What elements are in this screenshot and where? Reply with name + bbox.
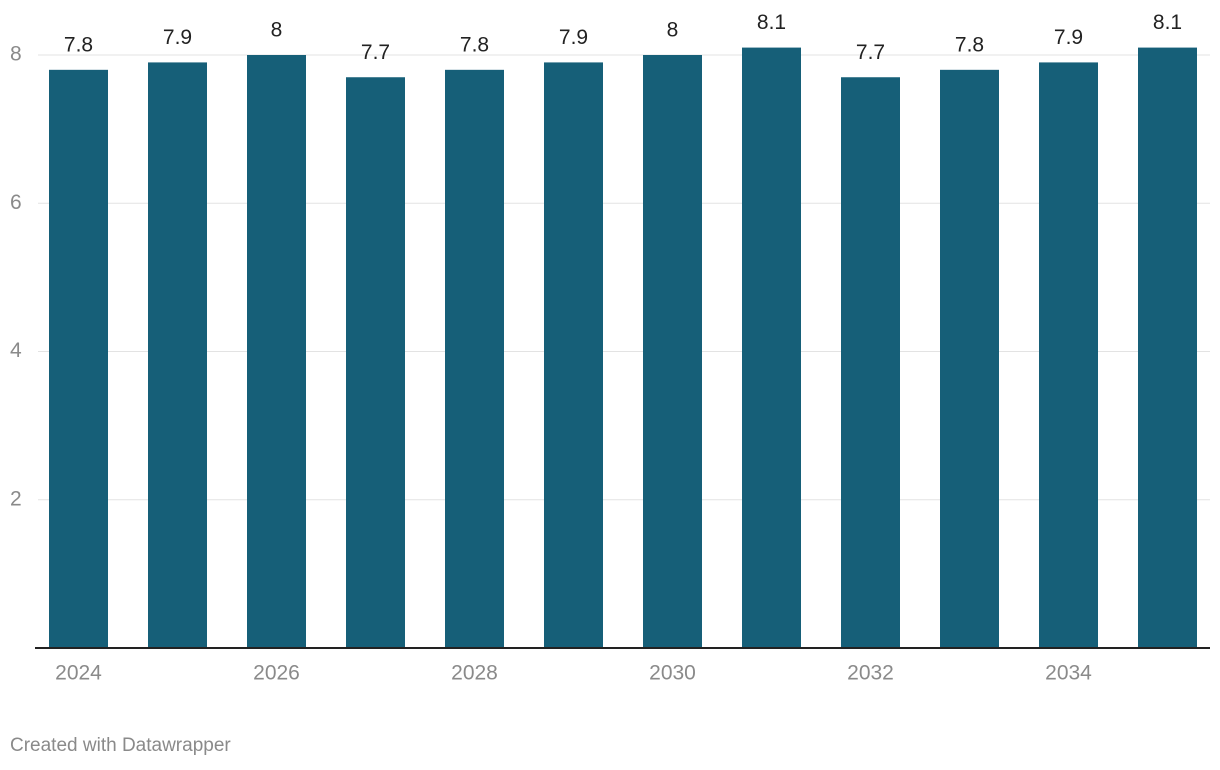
y-tick-label: 4 bbox=[10, 339, 22, 362]
value-label: 7.7 bbox=[856, 41, 885, 64]
value-label: 8 bbox=[667, 19, 679, 42]
x-tick-label: 2024 bbox=[55, 662, 102, 685]
x-tick-label: 2034 bbox=[1045, 662, 1092, 685]
value-label: 8 bbox=[271, 19, 283, 42]
bar bbox=[49, 69, 108, 648]
value-label: 8.1 bbox=[1153, 11, 1182, 34]
y-tick-label: 2 bbox=[10, 487, 22, 510]
x-tick-label: 2028 bbox=[451, 662, 498, 685]
footer: Created with Datawrapper bbox=[10, 735, 231, 756]
value-label: 7.9 bbox=[163, 26, 192, 49]
bar bbox=[742, 47, 801, 648]
x-tick-label: 2032 bbox=[847, 662, 894, 685]
value-label: 7.7 bbox=[361, 41, 390, 64]
x-tick-label: 2030 bbox=[649, 662, 696, 685]
value-label: 7.9 bbox=[1054, 26, 1083, 49]
bar bbox=[643, 55, 702, 648]
value-label: 8.1 bbox=[757, 11, 786, 34]
bar bbox=[445, 69, 504, 648]
bar bbox=[346, 77, 405, 649]
bar bbox=[1039, 62, 1098, 649]
x-tick-label: 2026 bbox=[253, 662, 300, 685]
bar bbox=[247, 55, 306, 648]
y-tick-label: 6 bbox=[10, 191, 22, 214]
bar bbox=[1138, 47, 1197, 648]
bar bbox=[148, 62, 207, 649]
bar bbox=[544, 62, 603, 649]
value-label: 7.9 bbox=[559, 26, 588, 49]
value-label: 7.8 bbox=[64, 33, 93, 56]
bar bbox=[841, 77, 900, 649]
bar bbox=[940, 69, 999, 648]
value-label: 7.8 bbox=[955, 33, 984, 56]
y-tick-label: 8 bbox=[10, 43, 22, 66]
value-label: 7.8 bbox=[460, 33, 489, 56]
